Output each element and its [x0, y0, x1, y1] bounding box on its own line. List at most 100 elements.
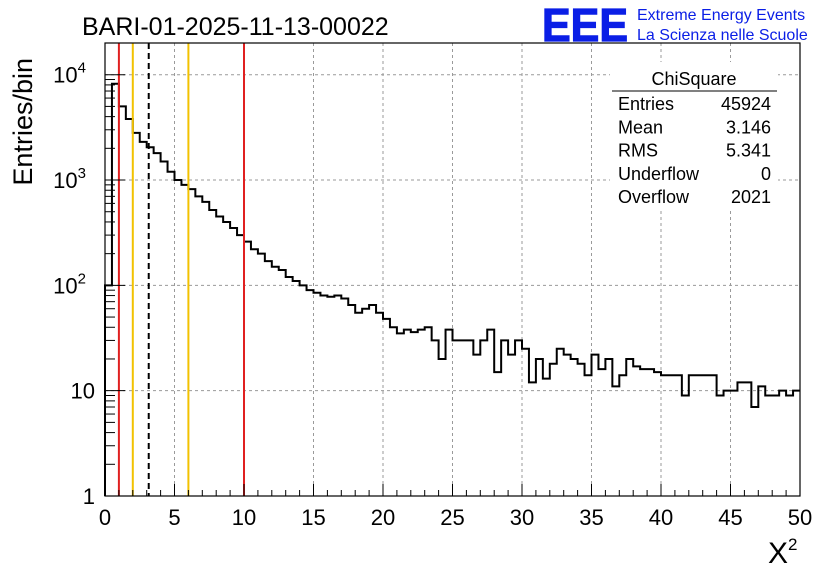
histogram-bin — [758, 386, 765, 496]
histogram-bin — [675, 375, 682, 496]
histogram-bin — [286, 277, 293, 496]
histogram-bin — [459, 340, 466, 496]
histogram-bin — [619, 375, 626, 496]
x-tick-label: 45 — [718, 505, 742, 530]
y-tick-label: 10 — [71, 379, 95, 404]
histogram-bin — [612, 386, 619, 496]
stats-box-background — [610, 62, 778, 210]
histogram-bin — [272, 267, 279, 496]
histogram-bin — [348, 305, 355, 496]
histogram-bin — [181, 185, 188, 496]
histogram-bin — [473, 355, 480, 496]
histogram-bin — [258, 254, 265, 496]
histogram-bin — [731, 391, 738, 496]
histogram-bin — [244, 242, 251, 496]
x-tick-label: 15 — [301, 505, 325, 530]
histogram-bin — [425, 327, 432, 496]
x-tick-label: 35 — [579, 505, 603, 530]
x-axis-ticks: 0 5 10 15 20 25 30 35 40 45 50 — [99, 484, 812, 530]
histogram-bin — [744, 382, 751, 496]
x-tick-label: 30 — [510, 505, 534, 530]
x-tick-label: 5 — [168, 505, 180, 530]
eee-logo: EEE Extreme Energy Events La Scienza nel… — [541, 0, 808, 52]
histogram-bin — [119, 106, 126, 496]
histogram-bin — [751, 407, 758, 496]
stats-box: ChiSquare Entries 45924 Mean 3.146 RMS 5.341 U… — [610, 62, 778, 210]
histogram-bin — [626, 359, 633, 496]
stats-row-label: Underflow — [618, 164, 700, 184]
histogram-bin — [133, 133, 140, 496]
histogram-bin — [154, 153, 161, 496]
histogram-bin — [543, 379, 550, 496]
histogram-bin — [536, 359, 543, 496]
histogram-bin — [237, 235, 244, 496]
histogram-bin — [202, 202, 209, 496]
histogram-bin — [571, 359, 578, 496]
x-tick-label: 50 — [788, 505, 812, 530]
stats-row-value: 45924 — [721, 94, 771, 114]
eee-logo-line1: Extreme Energy Events — [637, 7, 805, 24]
histogram-bin — [362, 309, 369, 496]
y-tick-label: 1 — [83, 484, 95, 509]
histogram-bin — [661, 375, 668, 496]
histogram-bin — [703, 375, 710, 496]
histogram-bin — [668, 375, 675, 496]
histogram-bin — [779, 391, 786, 496]
stats-row-value: 2021 — [731, 187, 771, 207]
histogram-bin — [223, 222, 230, 496]
x-tick-label: 40 — [649, 505, 673, 530]
histogram-bin — [334, 296, 341, 496]
marker-lines — [117, 43, 245, 496]
histogram-bin — [300, 285, 307, 496]
stats-row-value: 0 — [761, 164, 771, 184]
histogram-bin — [404, 330, 411, 496]
histogram-bin — [737, 382, 744, 496]
histogram-bin — [175, 180, 182, 496]
histogram-bin — [314, 293, 321, 496]
histogram-bin — [585, 375, 592, 496]
histogram-bin — [724, 391, 731, 496]
histogram-bin — [647, 369, 654, 496]
histogram-bin — [640, 369, 647, 496]
stats-box-title: ChiSquare — [651, 69, 736, 89]
stats-row-label: Entries — [618, 94, 674, 114]
chart-title: BARI-01-2025-11-13-00022 — [82, 13, 389, 41]
histogram-bin — [786, 395, 793, 496]
histogram-bin — [320, 296, 327, 496]
x-tick-label: 0 — [99, 505, 111, 530]
histogram-bin — [717, 395, 724, 496]
histogram-bin — [654, 372, 661, 496]
histogram-bin — [592, 355, 599, 496]
x-tick-label: 20 — [371, 505, 395, 530]
histogram-bin — [772, 395, 779, 496]
histogram-bin — [508, 355, 515, 496]
histogram-bin — [598, 369, 605, 496]
histogram-bin — [188, 189, 195, 496]
histogram-bin — [251, 249, 258, 496]
histogram-bin — [529, 382, 536, 496]
histogram-bin — [209, 210, 216, 496]
x-tick-label: 10 — [232, 505, 256, 530]
histogram-bin — [522, 349, 529, 496]
x-tick-label: 25 — [440, 505, 464, 530]
histogram-bin — [501, 340, 508, 496]
histogram-bin — [557, 349, 564, 496]
histogram-bin — [564, 355, 571, 496]
histogram-outline — [104, 82, 800, 496]
stats-row-value: 5.341 — [726, 141, 771, 161]
histogram-bin — [710, 375, 717, 496]
y-tick-label: 102 — [53, 270, 86, 298]
stats-row-label: Mean — [618, 117, 663, 137]
histogram-bin — [341, 299, 348, 496]
stats-row-label: Overflow — [618, 187, 690, 207]
histogram-bin — [327, 297, 334, 496]
histogram-bin — [432, 340, 439, 496]
histogram-bin — [682, 395, 689, 496]
histogram-bin — [466, 340, 473, 496]
eee-logo-line2: La Scienza nelle Scuole — [637, 27, 808, 44]
histogram-bin — [265, 261, 272, 496]
stats-row-label: RMS — [618, 141, 658, 161]
histogram-bin — [195, 196, 202, 496]
histogram-bin — [696, 375, 703, 496]
